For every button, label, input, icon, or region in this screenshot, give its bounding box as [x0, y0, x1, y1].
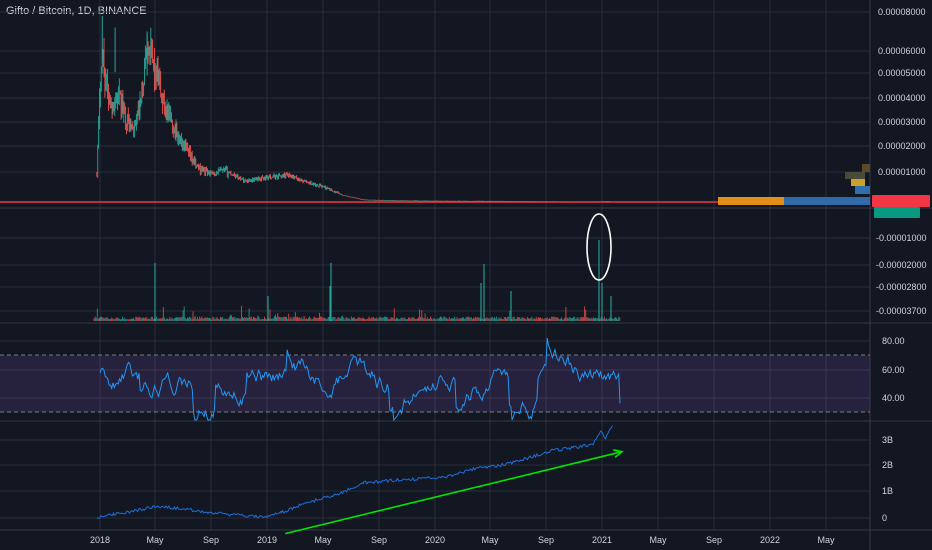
rsi-tick-label: 80.00 — [882, 336, 905, 346]
volume-profile-bar — [845, 172, 865, 179]
axis-labels: 2018 May Sep 2019 May Sep 2020 May Sep 2021 May Sep… — [90, 7, 927, 545]
x-tick-label: May — [649, 535, 667, 545]
volume-profile — [718, 164, 870, 205]
trend-arrow-head — [613, 449, 624, 459]
x-tick-label: May — [314, 535, 332, 545]
x-tick-label: May — [817, 535, 835, 545]
volume-profile-bar — [851, 179, 865, 186]
obv-tick-label: 1B — [882, 486, 893, 496]
volume-bars — [93, 240, 621, 321]
x-tick-label: 2019 — [257, 535, 277, 545]
x-tick-label: 2021 — [592, 535, 612, 545]
x-tick-label: 2022 — [760, 535, 780, 545]
obv-tick-label: 3B — [882, 435, 893, 445]
highlight-ellipse — [586, 213, 612, 281]
rsi-band — [0, 355, 870, 413]
price-tick-label: 0.00008000 — [878, 7, 926, 17]
x-tick-label: Sep — [538, 535, 554, 545]
x-tick-label: 2020 — [425, 535, 445, 545]
price-tick-label: 0.00002000 — [878, 141, 926, 151]
x-tick-label: Sep — [203, 535, 219, 545]
trend-arrow-line — [285, 450, 623, 535]
x-tick-label: May — [146, 535, 164, 545]
x-tick-label: 2018 — [90, 535, 110, 545]
volume-tick-label: -0.00003700 — [876, 306, 927, 316]
volume-tick-label: -0.00001000 — [876, 233, 927, 243]
countdown-badge — [874, 207, 920, 218]
volume-profile-bar — [855, 186, 870, 194]
obv-tick-label: 0 — [882, 513, 887, 523]
volume-profile-bar — [862, 164, 870, 172]
price-tick-label: 0.00003000 — [878, 117, 926, 127]
grid-lines — [0, 0, 870, 530]
obv-tick-label: 2B — [882, 460, 893, 470]
rsi-tick-label: 40.00 — [882, 393, 905, 403]
rsi-tick-label: 60.00 — [882, 365, 905, 375]
volume-tick-label: -0.00002000 — [876, 260, 927, 270]
price-tick-label: 0.00001000 — [878, 167, 926, 177]
x-tick-label: Sep — [371, 535, 387, 545]
price-tick-label: 0.00005000 — [878, 68, 926, 78]
x-tick-label: Sep — [706, 535, 722, 545]
rsi-line — [99, 338, 621, 422]
volume-profile-bar — [718, 197, 784, 205]
x-tick-label: May — [481, 535, 499, 545]
volume-tick-label: -0.00002800 — [876, 282, 927, 292]
chart-title: Gifto / Bitcoin, 1D, BINANCE — [6, 5, 147, 17]
obv-line — [96, 425, 613, 519]
volume-profile-bar — [718, 197, 870, 205]
price-tick-label: 0.00006000 — [878, 46, 926, 56]
price-tick-label: 0.00004000 — [878, 93, 926, 103]
current-price-badge — [872, 195, 930, 207]
price-candles — [96, 15, 611, 203]
